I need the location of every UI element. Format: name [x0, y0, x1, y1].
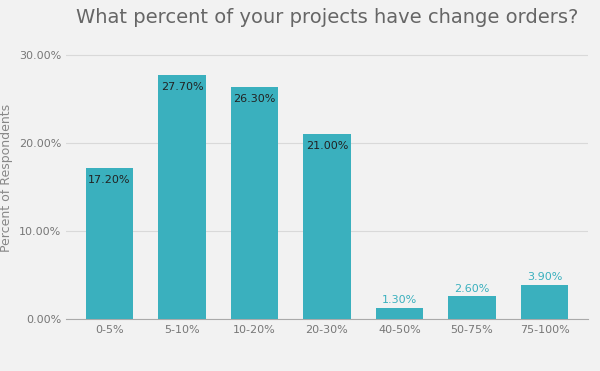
Title: What percent of your projects have change orders?: What percent of your projects have chang…: [76, 8, 578, 27]
Bar: [304, 134, 350, 319]
Bar: [231, 87, 278, 319]
Text: 17.20%: 17.20%: [88, 174, 131, 184]
Bar: [86, 167, 133, 319]
Bar: [158, 75, 206, 319]
Bar: [376, 308, 423, 319]
Text: 1.30%: 1.30%: [382, 295, 417, 305]
Y-axis label: Percent of Respondents: Percent of Respondents: [0, 104, 13, 252]
Bar: [521, 285, 568, 319]
Bar: [448, 296, 496, 319]
Text: 3.90%: 3.90%: [527, 272, 562, 282]
Text: 26.30%: 26.30%: [233, 94, 275, 104]
Text: 21.00%: 21.00%: [306, 141, 348, 151]
Text: 2.60%: 2.60%: [454, 283, 490, 293]
Text: 27.70%: 27.70%: [161, 82, 203, 92]
